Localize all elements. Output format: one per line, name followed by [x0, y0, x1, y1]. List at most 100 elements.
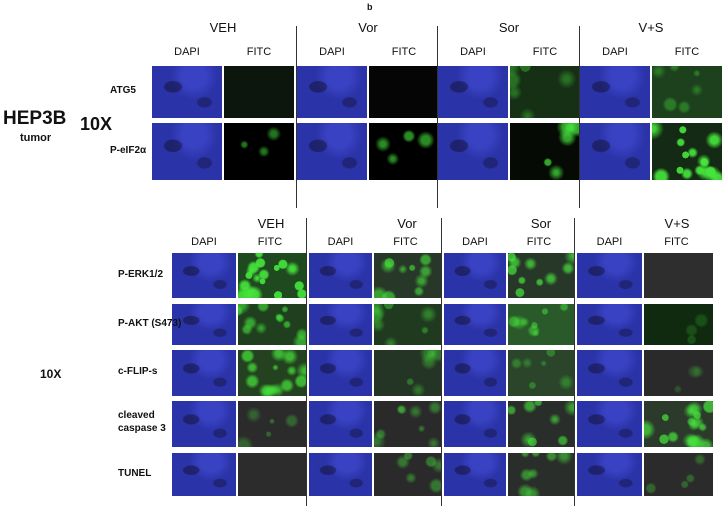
group-label: VEH: [209, 20, 237, 35]
channel-label: DAPI: [462, 236, 488, 248]
group-label: VEH: [257, 216, 285, 231]
dapi-image: [580, 66, 650, 118]
channel-label: FITC: [532, 46, 558, 58]
fitc-image: [374, 253, 441, 298]
fitc-image: [508, 401, 574, 447]
dapi-image: [309, 453, 372, 496]
dapi-image: [577, 253, 642, 298]
dapi-image: [309, 253, 372, 298]
separator: [441, 218, 442, 506]
group-label: V+S: [664, 216, 690, 231]
fitc-image: [652, 66, 722, 118]
fitc-image: [224, 66, 294, 118]
fitc-image: [644, 304, 713, 345]
fitc-image: [238, 401, 306, 447]
dapi-image: [444, 401, 506, 447]
channel-label: DAPI: [191, 236, 217, 248]
channel-label: FITC: [526, 236, 552, 248]
dapi-image: [577, 304, 642, 345]
dapi-image: [152, 66, 222, 118]
fitc-image: [238, 350, 306, 396]
fitc-image: [374, 401, 441, 447]
dapi-image: [172, 401, 236, 447]
dapi-image: [577, 350, 642, 396]
fitc-image: [369, 66, 439, 118]
fitc-image: [374, 304, 441, 345]
separator: [306, 218, 307, 506]
channel-label: FITC: [674, 46, 700, 58]
dapi-image: [444, 304, 506, 345]
group-label: Sor: [530, 216, 552, 231]
fitc-image: [508, 304, 574, 345]
dapi-image: [152, 123, 222, 180]
fitc-image: [508, 453, 574, 496]
dapi-image: [172, 453, 236, 496]
row-label: c-FLIP-s: [118, 366, 158, 377]
dapi-image: [297, 66, 367, 118]
fitc-image: [374, 453, 441, 496]
fitc-image: [508, 253, 574, 298]
fitc-image: [374, 350, 441, 396]
dapi-image: [580, 123, 650, 180]
dapi-image: [309, 304, 372, 345]
fitc-image: [644, 350, 713, 396]
fitc-image: [510, 66, 580, 118]
dapi-image: [438, 123, 508, 180]
fitc-image: [224, 123, 294, 180]
channel-label: DAPI: [460, 46, 486, 58]
group-label: V+S: [638, 20, 664, 35]
magnification: 10X: [80, 114, 113, 134]
separator: [437, 26, 438, 208]
dapi-image: [309, 401, 372, 447]
fitc-image: [644, 401, 713, 447]
row-label: P-eIF2α: [110, 144, 147, 156]
row-label: caspase 3: [118, 423, 166, 434]
separator: [579, 26, 580, 208]
dapi-image: [577, 453, 642, 496]
channel-label: FITC: [246, 46, 272, 58]
cell-line: HEP3B: [3, 108, 67, 129]
dapi-image: [444, 453, 506, 496]
fitc-image: [238, 253, 306, 298]
channel-label: FITC: [391, 46, 417, 58]
magnification: 10X: [40, 367, 62, 381]
row-label: P-ERK1/2: [118, 268, 164, 280]
dapi-image: [172, 304, 236, 345]
fitc-image: [510, 123, 580, 180]
row-label: P-AKT (S473): [118, 317, 182, 329]
sample: tumor: [20, 132, 52, 144]
separator: [574, 218, 575, 506]
group-label: Sor: [498, 20, 520, 35]
panel-label: b: [367, 2, 373, 12]
dapi-image: [309, 350, 372, 396]
dapi-image: [444, 253, 506, 298]
row-label: TUNEL: [118, 467, 152, 479]
channel-label: DAPI: [174, 46, 200, 58]
fitc-image: [644, 253, 713, 298]
fitc-image: [644, 453, 713, 496]
fitc-image: [238, 453, 306, 496]
channel-label: DAPI: [602, 46, 628, 58]
channel-label: FITC: [393, 236, 418, 248]
channel-label: DAPI: [596, 236, 623, 248]
dapi-image: [444, 350, 506, 396]
fitc-image: [238, 304, 306, 345]
row-label: ATG5: [110, 85, 136, 96]
channel-label: FITC: [664, 236, 689, 248]
dapi-image: [172, 350, 236, 396]
group-label: Vor: [397, 216, 417, 231]
row-label: cleaved: [118, 410, 155, 421]
channel-label: DAPI: [327, 236, 354, 248]
fitc-image: [369, 123, 439, 180]
separator: [296, 26, 297, 208]
channel-label: FITC: [257, 236, 283, 248]
fitc-image: [508, 350, 574, 396]
dapi-image: [172, 253, 236, 298]
dapi-image: [297, 123, 367, 180]
group-label: Vor: [358, 20, 378, 35]
dapi-image: [577, 401, 642, 447]
channel-label: DAPI: [319, 46, 345, 58]
dapi-image: [438, 66, 508, 118]
fitc-image: [652, 123, 722, 180]
